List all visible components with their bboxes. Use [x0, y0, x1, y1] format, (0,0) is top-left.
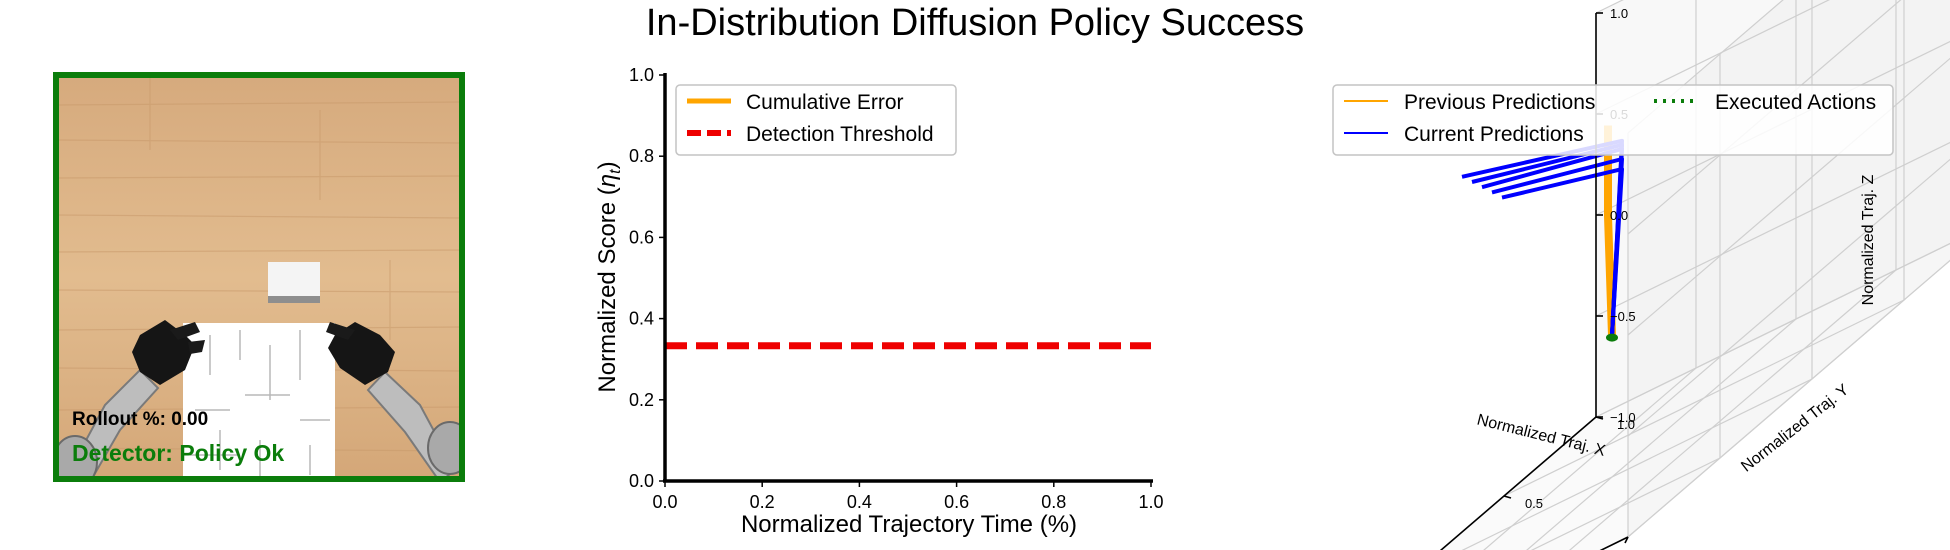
y-tick-label: 0.6 — [629, 227, 654, 247]
cube-object — [268, 262, 320, 296]
y-tick-label: 0.5 — [1525, 496, 1543, 511]
previous-predictions-line — [1604, 125, 1616, 336]
z-tick-label: −0.5 — [1610, 309, 1636, 324]
legend-label-detection-threshold: Detection Threshold — [746, 123, 934, 146]
x-tick-label: 1.0 — [1138, 492, 1163, 512]
floor-grid-y — [1461, 378, 1813, 550]
y-tick-label: 1.0 — [1617, 417, 1635, 432]
rollout-percent-text: Rollout %: 0.00 — [72, 409, 208, 430]
back-grid-z — [1595, 0, 1831, 115]
x-tick-label: 0.0 — [652, 492, 677, 512]
y-tick-label: 0.2 — [629, 390, 654, 410]
side-grid-z — [1627, 57, 1950, 336]
x-tick-label: 0.6 — [944, 492, 969, 512]
left-robot-arm — [56, 320, 205, 479]
detector-status-text: Detector: Policy Ok — [72, 440, 284, 466]
trajectory-3d-chart: −1.0−1.0−1.0−0.5−0.5−0.50.00.00.00.50.50… — [1332, 0, 1950, 550]
x-tick-label: 0.4 — [847, 492, 872, 512]
figure-title: In-Distribution Diffusion Policy Success — [645, 2, 1305, 44]
z-tick-label: −1.0 — [1610, 410, 1636, 425]
legend-label-previous-predictions: Previous Predictions — [1404, 91, 1595, 114]
y-tick-label: 1.0 — [629, 65, 654, 85]
z-tick-label: 0.0 — [1610, 208, 1628, 223]
score-chart: 0.0 0.2 0.4 0.6 0.8 1.0 0.0 0.2 0.4 0.6 0.8 1.0 Nor… — [594, 65, 1164, 538]
z-tick-label: 1.0 — [1610, 6, 1628, 21]
legend-label-cumulative-error: Cumulative Error — [746, 91, 904, 114]
trajectory-3d-z-axis-label: Normalized Traj. Z — [1860, 174, 1877, 305]
y-tick-label: 0.4 — [629, 309, 654, 329]
trajectory-3d-panes — [1440, 0, 1950, 550]
trajectory-3d-ticks: −1.0−1.0−1.0−0.5−0.5−0.50.00.00.00.50.50… — [1439, 6, 1636, 550]
simulation-view: Rollout %: 0.00 Detector: Policy Ok — [53, 72, 465, 482]
floor-pane — [1441, 243, 1950, 550]
y-tick-mark — [1503, 495, 1512, 499]
detector-status-frame — [53, 72, 465, 482]
legend-label-current-predictions: Current Predictions — [1404, 123, 1584, 146]
score-chart-legend: Cumulative Error Detection Threshold — [675, 84, 957, 156]
floor-grid-y — [1595, 242, 1950, 418]
executed-actions-point — [1606, 333, 1618, 342]
y-tick-label: 0.0 — [629, 471, 654, 491]
side-grid-z — [1627, 0, 1902, 235]
score-chart-y-axis-label: Normalized Score (ηt) — [594, 161, 624, 392]
floor-grid-x — [1483, 367, 1697, 550]
floor-grid-y — [1530, 457, 1721, 550]
side-grid-z — [1627, 0, 1784, 134]
tray — [183, 323, 335, 479]
score-chart-x-axis-label: Normalized Trajectory Time (%) — [741, 511, 1077, 538]
floor-grid-y — [1503, 299, 1905, 497]
y-tick-mark — [1595, 416, 1604, 420]
trajectory-3d-legend: Previous Predictions Executed Actions Cu… — [1332, 84, 1894, 156]
x-tick-mark — [1624, 536, 1629, 544]
x-tick-label: 0.2 — [750, 492, 775, 512]
right-robot-arm — [326, 322, 462, 479]
y-axis-line — [1439, 416, 1597, 550]
y-tick-label: 0.8 — [629, 146, 654, 166]
x-tick-label: 0.8 — [1041, 492, 1066, 512]
cube-shadow — [268, 296, 320, 303]
legend-label-executed-actions: Executed Actions — [1715, 91, 1876, 114]
